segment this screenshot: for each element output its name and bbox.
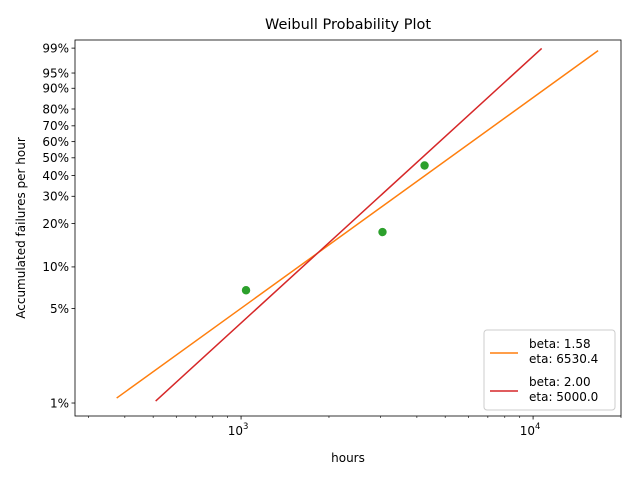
y-tick-label: 40% — [42, 169, 69, 183]
y-tick-label: 90% — [42, 82, 69, 96]
legend-label: beta: 1.58 — [529, 337, 591, 351]
y-tick-label: 70% — [42, 119, 69, 133]
x-axis: 103 104 — [88, 416, 622, 438]
data-point — [420, 161, 429, 170]
x-tick-exponent: 4 — [535, 422, 540, 432]
chart-title: Weibull Probability Plot — [265, 17, 431, 33]
legend-label: eta: 6530.4 — [529, 352, 598, 366]
plot-frame — [74, 39, 622, 417]
y-axis: 1% 5% 10% 20% 30% 40% 50% 60% 70% 80% 90% 95% 99% — [42, 41, 75, 410]
x-axis-label: hours — [331, 451, 365, 465]
x-tick-exponent: 3 — [243, 422, 248, 432]
y-tick-label: 95% — [42, 66, 69, 80]
y-axis-label: Accumulated failures per hour — [14, 137, 28, 319]
x-tick-base: 10 — [520, 424, 535, 438]
fit-line-2 — [155, 47, 543, 402]
x-tick-label: 103 — [228, 422, 249, 438]
y-tick-label: 1% — [50, 396, 69, 410]
plot-area — [116, 47, 599, 402]
fit-line-1 — [116, 50, 599, 399]
y-tick-label: 60% — [42, 135, 69, 149]
y-tick-label: 99% — [42, 41, 69, 55]
x-tick-label: 104 — [520, 422, 541, 438]
y-tick-label: 20% — [42, 217, 69, 231]
legend-label: eta: 5000.0 — [529, 390, 598, 404]
legend-box — [483, 329, 616, 411]
y-tick-label: 80% — [42, 102, 69, 116]
x-tick-base: 10 — [228, 424, 243, 438]
y-tick-label: 10% — [42, 260, 69, 274]
y-tick-label: 30% — [42, 190, 69, 204]
data-point — [241, 286, 251, 295]
y-tick-label: 5% — [50, 302, 69, 316]
y-tick-label: 50% — [42, 151, 69, 165]
data-point — [378, 227, 387, 237]
legend-label: beta: 2.00 — [529, 375, 591, 389]
